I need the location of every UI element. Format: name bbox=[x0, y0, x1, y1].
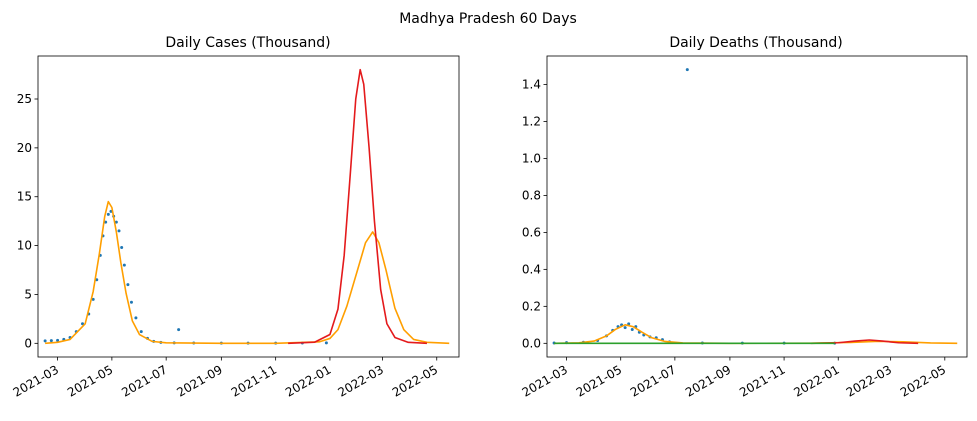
daily-cases-chart: Daily Cases (Thousand) 0 5 10 15 20 25 2021-03… bbox=[11, 35, 460, 400]
cases-observed-point bbox=[139, 330, 143, 334]
cases-x-tick-label: 2021-05 bbox=[65, 362, 115, 399]
cases-y-tick-label: 20 bbox=[17, 141, 32, 155]
cases-observed-point bbox=[177, 328, 181, 332]
cases-observed-point bbox=[106, 212, 110, 216]
deaths-model-red-line bbox=[810, 339, 919, 345]
cases-y-tick-label: 15 bbox=[17, 190, 32, 204]
deaths-observed-point bbox=[623, 326, 627, 330]
cases-observed-point bbox=[117, 229, 121, 233]
deaths-observed-point bbox=[630, 327, 634, 331]
cases-axes-frame bbox=[37, 55, 460, 358]
cases-x-tick-label: 2021-03 bbox=[11, 362, 61, 399]
deaths-y-tick-label: 1.0 bbox=[522, 151, 541, 165]
cases-model-orange-line bbox=[45, 200, 450, 345]
cases-x-tick-label: 2022-01 bbox=[283, 362, 333, 399]
cases-observed-point bbox=[126, 283, 130, 287]
deaths-x-tick-label: 2021-11 bbox=[737, 362, 787, 399]
deaths-y-tick-label: 0.8 bbox=[522, 188, 541, 202]
cases-x-tick-label: 2021-09 bbox=[174, 362, 224, 399]
deaths-x-tick-label: 2022-03 bbox=[844, 362, 894, 399]
cases-x-tick-label: 2022-03 bbox=[336, 362, 386, 399]
cases-observed-point bbox=[43, 339, 47, 343]
cases-observed-point bbox=[91, 297, 95, 301]
cases-observed-point bbox=[56, 338, 60, 342]
deaths-x-tick-label: 2021-05 bbox=[574, 362, 624, 399]
cases-observed-point bbox=[114, 220, 118, 224]
cases-observed-point bbox=[129, 300, 133, 304]
deaths-y-tick-label: 1.4 bbox=[522, 77, 541, 91]
cases-y-tick-label: 0 bbox=[24, 336, 32, 350]
daily-cases-title: Daily Cases (Thousand) bbox=[165, 35, 330, 51]
deaths-y-tick-label: 0.2 bbox=[522, 299, 541, 313]
deaths-y-tick-label: 0.0 bbox=[522, 336, 541, 350]
cases-observed-point bbox=[324, 341, 328, 345]
cases-observed-point bbox=[49, 339, 53, 343]
daily-deaths-chart: Daily Deaths (Thousand) 0.0 0.2 0.4 0.6 0.8 1… bbox=[520, 35, 968, 400]
deaths-observed-point bbox=[627, 322, 631, 326]
cases-model-red-line bbox=[288, 68, 428, 345]
cases-x-tick-label: 2021-07 bbox=[119, 362, 169, 399]
cases-observed-point bbox=[122, 263, 126, 267]
figure-suptitle: Madhya Pradesh 60 Days bbox=[399, 11, 577, 27]
deaths-x-tick-label: 2022-01 bbox=[791, 362, 841, 399]
daily-deaths-title: Daily Deaths (Thousand) bbox=[669, 35, 842, 51]
cases-observed-point bbox=[81, 322, 84, 326]
deaths-axes-frame bbox=[546, 55, 968, 358]
cases-x-tick-label: 2021-11 bbox=[229, 362, 279, 399]
cases-y-tick-label: 10 bbox=[17, 239, 32, 253]
deaths-y-tick-label: 0.6 bbox=[522, 225, 541, 239]
cases-y-tick-label: 25 bbox=[17, 92, 32, 106]
deaths-y-tick-label: 1.2 bbox=[522, 114, 541, 128]
cases-observed-point bbox=[120, 246, 124, 250]
cases-observed-point bbox=[134, 316, 138, 320]
deaths-x-tick-label: 2021-09 bbox=[683, 362, 733, 399]
cases-y-tick-label: 5 bbox=[24, 287, 32, 301]
cases-observed-point bbox=[104, 220, 108, 224]
deaths-x-tick-label: 2021-07 bbox=[628, 362, 678, 399]
cases-x-tick-label: 2022-05 bbox=[390, 362, 440, 399]
deaths-y-tick-label: 0.4 bbox=[522, 262, 541, 276]
deaths-plot-area bbox=[552, 68, 958, 345]
deaths-x-tick-label: 2022-05 bbox=[898, 362, 948, 399]
deaths-observed-point bbox=[685, 68, 689, 72]
deaths-x-tick-label: 2021-03 bbox=[520, 362, 570, 399]
cases-plot-area bbox=[43, 68, 450, 345]
deaths-model-orange-line bbox=[554, 324, 958, 345]
